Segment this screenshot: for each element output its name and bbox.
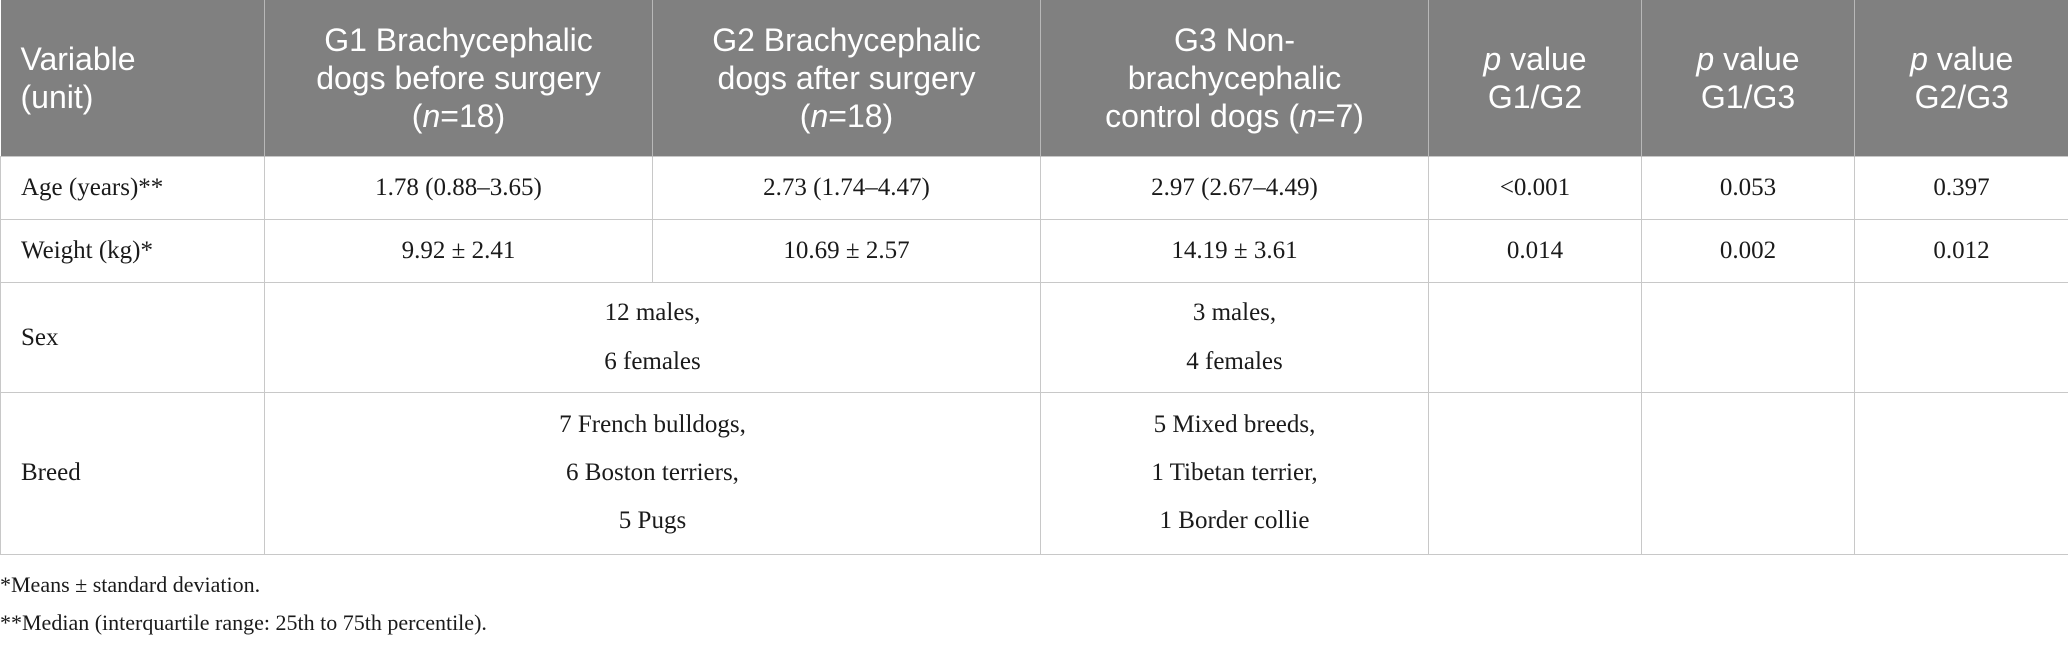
cell-g1: 9.92 ± 2.41 — [264, 218, 653, 283]
cell-p-g1-g3: 0.053 — [1641, 155, 1855, 220]
cell-p-g2-g3: 0.397 — [1854, 155, 2068, 220]
row-label: Age (years)** — [0, 155, 265, 220]
cell-p-g1-g3 — [1641, 281, 1855, 393]
cell-p-g1-g3: 0.002 — [1641, 218, 1855, 283]
table-row-age: Age (years)** 1.78 (0.88–3.65) 2.73 (1.7… — [0, 155, 2068, 220]
footnote-means: *Means ± standard deviation. — [0, 572, 261, 597]
cell-g1: 1.78 (0.88–3.65) — [264, 155, 653, 220]
footnote-median: **Median (interquartile range: 25th to 7… — [0, 610, 487, 635]
header-p-g2-g3: p value G2/G3 — [1854, 0, 2068, 156]
table-row-breed: Breed 7 French bulldogs, 6 Boston terrie… — [0, 391, 2068, 555]
header-p-g1-g3: p value G1/G3 — [1641, 0, 1855, 156]
row-label: Breed — [0, 391, 265, 555]
cell-control: 3 males, 4 females — [1040, 281, 1429, 393]
table-row-weight: Weight (kg)* 9.92 ± 2.41 10.69 ± 2.57 14… — [0, 218, 2068, 283]
header-row: Variable (unit) G1 Brachycephalic dogs b… — [0, 0, 2068, 156]
row-label: Sex — [0, 281, 265, 393]
cell-g3: 14.19 ± 3.61 — [1040, 218, 1429, 283]
table-row-sex: Sex 12 males, 6 females 3 males, 4 femal… — [0, 281, 2068, 393]
header-p-g1-g2: p value G1/G2 — [1428, 0, 1642, 156]
cell-g2: 10.69 ± 2.57 — [652, 218, 1041, 283]
footnotes: *Means ± standard deviation. **Median (i… — [0, 566, 487, 642]
data-table: Variable (unit) G1 Brachycephalic dogs b… — [0, 0, 2068, 555]
header-g2: G2 Brachycephalic dogs after surgery (n=… — [652, 0, 1041, 156]
cell-g3: 2.97 (2.67–4.49) — [1040, 155, 1429, 220]
header-g3: G3 Non- brachycephalic control dogs (n=7… — [1040, 0, 1429, 156]
cell-control: 5 Mixed breeds, 1 Tibetan terrier, 1 Bor… — [1040, 391, 1429, 555]
cell-brachycephalic: 7 French bulldogs, 6 Boston terriers, 5 … — [264, 391, 1041, 555]
header-variable: Variable (unit) — [0, 0, 265, 156]
cell-p-g2-g3: 0.012 — [1854, 218, 2068, 283]
cell-p-g1-g3 — [1641, 391, 1855, 555]
header-g1: G1 Brachycephalic dogs before surgery (n… — [264, 0, 653, 156]
row-label: Weight (kg)* — [0, 218, 265, 283]
cell-brachycephalic: 12 males, 6 females — [264, 281, 1041, 393]
cell-g2: 2.73 (1.74–4.47) — [652, 155, 1041, 220]
table-container: Variable (unit) G1 Brachycephalic dogs b… — [0, 0, 2068, 555]
cell-p-g2-g3 — [1854, 281, 2068, 393]
cell-p-g1-g2: <0.001 — [1428, 155, 1642, 220]
cell-p-g1-g2 — [1428, 391, 1642, 555]
cell-p-g1-g2: 0.014 — [1428, 218, 1642, 283]
cell-p-g2-g3 — [1854, 391, 2068, 555]
cell-p-g1-g2 — [1428, 281, 1642, 393]
